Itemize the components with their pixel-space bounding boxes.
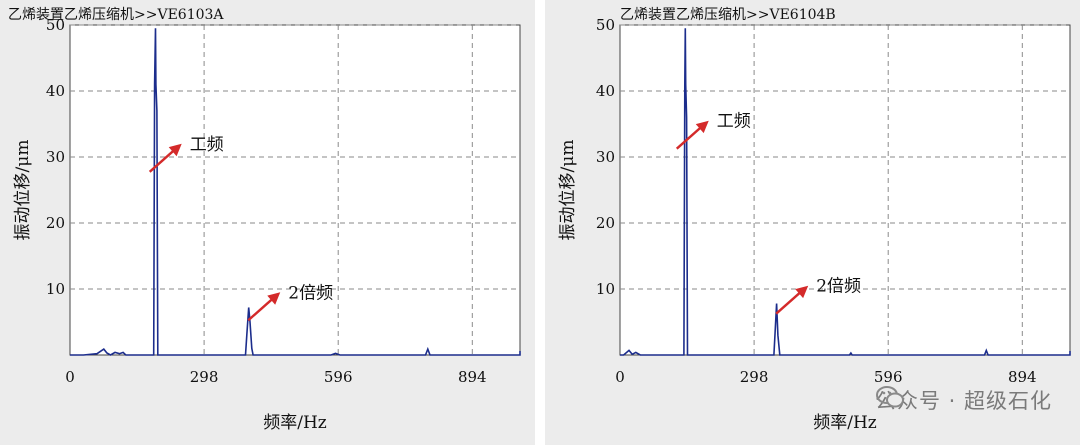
- y-tick-label: 10: [46, 280, 65, 298]
- grid: [70, 24, 520, 355]
- annotation-arrow: [247, 296, 276, 322]
- chart-title: 乙烯装置乙烯压缩机>>VE6103A: [8, 7, 224, 23]
- annotation-arrow: [148, 147, 177, 173]
- y-tick-label: 20: [596, 214, 615, 232]
- x-axis-label: 频率/Hz: [263, 413, 327, 433]
- annotation-arrowhead: [168, 143, 182, 157]
- y-tick-label: 10: [596, 280, 615, 298]
- grid: [620, 24, 1070, 355]
- annotation-arrowhead: [795, 285, 809, 299]
- annotation-label: 2倍频: [816, 277, 861, 297]
- plot-area: [69, 24, 521, 356]
- annotation-label: 工频: [190, 135, 224, 155]
- x-tick-label: 596: [874, 368, 903, 386]
- annotations: 工频 2倍频: [148, 135, 333, 322]
- x-tick-label: 894: [458, 368, 487, 386]
- annotation-arrowhead: [267, 292, 281, 305]
- y-tick-label: 30: [46, 148, 65, 166]
- annotation-arrow: [675, 124, 704, 150]
- series-line: [620, 28, 1071, 356]
- series-line: [70, 28, 521, 356]
- x-tick-label: 298: [740, 368, 769, 386]
- annotation-label: 工频: [717, 112, 751, 132]
- chart-panel-left: 乙烯装置乙烯压缩机>>VE6103A 10 20 30 40 50 0 298 596 894 …: [0, 0, 535, 445]
- plot-area: [619, 24, 1071, 356]
- tick-labels: 10 20 30 40 50 0 298 596 894: [596, 16, 1037, 386]
- y-tick-label: 40: [46, 82, 65, 100]
- x-tick-label: 0: [615, 368, 625, 386]
- y-tick-label: 20: [46, 214, 65, 232]
- y-axis-label: 振动位移/μm: [558, 140, 578, 241]
- annotation-arrow: [775, 289, 803, 315]
- y-axis-label: 振动位移/μm: [13, 140, 33, 241]
- annotation-label: 2倍频: [288, 283, 333, 303]
- x-axis-label: 频率/Hz: [813, 413, 877, 433]
- watermark: 公众号 · 超级石化: [875, 385, 1052, 415]
- x-tick-label: 0: [65, 368, 75, 386]
- y-tick-label: 40: [596, 82, 615, 100]
- tick-labels: 10 20 30 40 50 0 298 596 894: [46, 16, 487, 386]
- y-tick-label: 50: [596, 16, 615, 34]
- annotations: 工频 2倍频: [675, 112, 861, 315]
- annotation-arrowhead: [695, 120, 709, 134]
- x-tick-label: 894: [1008, 368, 1037, 386]
- watermark-text: 公众号 · 超级石化: [874, 389, 1052, 413]
- chart-panel-right: 乙烯装置乙烯压缩机>>VE6104B 10 20 30 40 50 0 298 596 894 …: [545, 0, 1080, 445]
- chart-title: 乙烯装置乙烯压缩机>>VE6104B: [620, 7, 836, 23]
- wechat-icon: [875, 386, 904, 408]
- y-tick-label: 30: [596, 148, 615, 166]
- x-tick-label: 298: [190, 368, 219, 386]
- x-tick-label: 596: [324, 368, 353, 386]
- y-tick-label: 50: [46, 16, 65, 34]
